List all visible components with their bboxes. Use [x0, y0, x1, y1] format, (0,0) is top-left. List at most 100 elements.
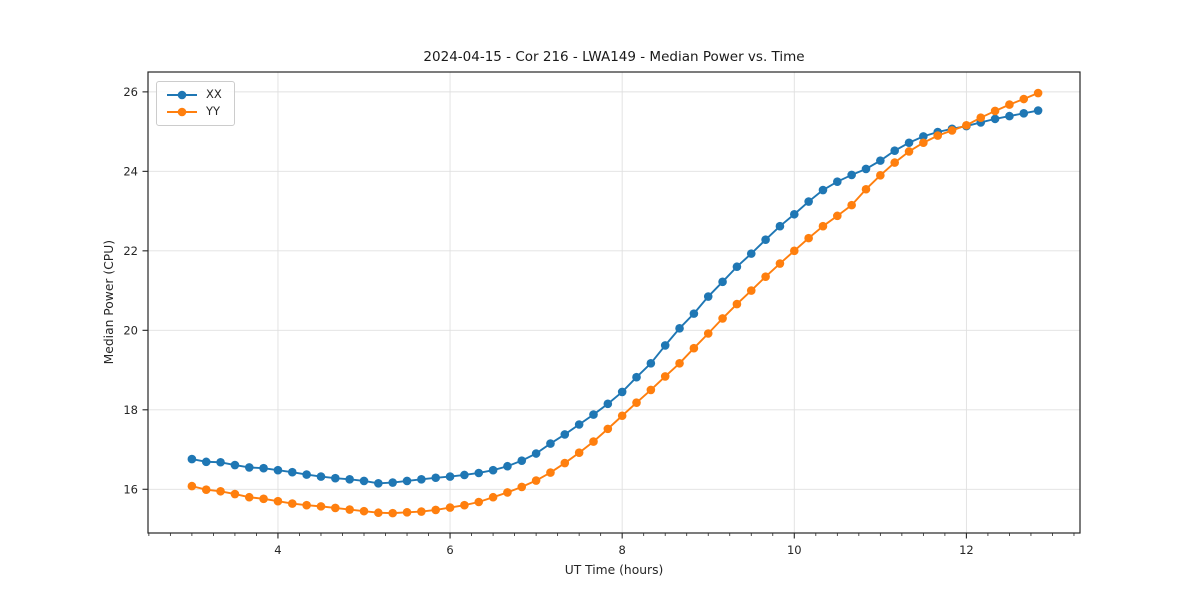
data-point-yy: [316, 502, 326, 511]
data-point-yy: [990, 106, 1000, 116]
data-point-xx: [460, 470, 469, 480]
data-point-yy: [417, 507, 426, 516]
data-point-xx: [359, 476, 369, 486]
data-point-yy: [1005, 100, 1014, 109]
data-point-xx: [732, 262, 742, 272]
data-point-yy: [703, 329, 713, 338]
data-point-yy: [646, 385, 656, 395]
data-point-xx: [374, 479, 383, 488]
data-point-xx: [890, 146, 899, 155]
data-point-yy: [431, 505, 441, 515]
data-point-yy: [345, 505, 354, 514]
data-point-xx: [431, 473, 441, 483]
data-point-yy: [904, 147, 914, 156]
data-point-yy: [287, 499, 297, 508]
data-point-xx: [331, 473, 340, 483]
data-point-xx: [703, 292, 713, 301]
legend-label-xx: XX: [206, 87, 222, 102]
x-axis-label: UT Time (hours): [564, 563, 664, 577]
data-point-yy: [660, 372, 670, 381]
data-point-yy: [216, 486, 225, 496]
x-tick-label: 10: [787, 543, 802, 557]
data-point-yy: [861, 184, 871, 194]
data-point-yy: [244, 492, 254, 502]
data-point-yy: [689, 343, 699, 353]
data-point-yy: [947, 126, 957, 135]
data-point-xx: [316, 472, 326, 481]
data-point-xx: [517, 456, 527, 465]
x-tick-label: 4: [274, 543, 281, 557]
plot-border: [147, 71, 1081, 534]
data-point-xx: [761, 235, 770, 245]
data-point-yy: [187, 481, 197, 491]
data-point-yy: [632, 398, 641, 407]
data-point-xx: [230, 460, 240, 470]
data-point-xx: [388, 478, 397, 487]
data-point-yy: [1019, 94, 1029, 104]
data-point-xx: [718, 277, 727, 287]
data-point-xx: [876, 156, 885, 165]
data-point-yy: [933, 131, 943, 140]
data-point-yy: [890, 158, 899, 167]
data-point-yy: [474, 497, 484, 507]
data-point-xx: [302, 470, 311, 479]
data-point-xx: [833, 177, 842, 186]
data-point-yy: [388, 508, 397, 518]
data-point-xx: [546, 439, 555, 448]
y-tick-label: 16: [123, 482, 138, 496]
data-point-xx: [503, 461, 512, 471]
data-point-yy: [847, 200, 856, 210]
x-tick-label: 12: [959, 543, 974, 557]
data-point-xx: [847, 170, 856, 180]
data-point-xx: [287, 467, 297, 477]
y-axis-label: Median Power (CPU): [102, 240, 116, 365]
data-point-xx: [919, 132, 928, 141]
data-point-xx: [804, 197, 813, 206]
data-point-yy: [359, 506, 369, 516]
data-point-xx: [259, 463, 268, 473]
data-point-yy: [617, 411, 627, 421]
data-point-yy: [546, 468, 555, 477]
data-point-xx: [402, 476, 412, 486]
data-point-xx: [617, 387, 627, 397]
data-point-yy: [445, 503, 455, 512]
data-point-yy: [460, 500, 469, 510]
data-point-xx: [1019, 109, 1029, 118]
data-point-yy: [833, 211, 842, 221]
data-point-xx: [775, 221, 785, 231]
data-point-xx: [1005, 111, 1014, 121]
data-point-xx: [746, 249, 756, 258]
data-point-xx: [646, 359, 656, 368]
data-point-yy: [818, 221, 828, 231]
data-point-yy: [273, 496, 283, 506]
data-point-xx: [201, 457, 211, 467]
data-point-xx: [789, 209, 799, 219]
data-point-yy: [230, 489, 240, 499]
data-point-xx: [990, 114, 1000, 124]
x-tick-label: 6: [446, 543, 453, 557]
y-tick-label: 18: [123, 403, 138, 417]
data-point-xx: [632, 372, 641, 382]
data-point-yy: [789, 246, 799, 256]
data-point-yy: [402, 508, 412, 517]
data-point-xx: [861, 164, 871, 174]
data-point-xx: [474, 468, 484, 478]
data-point-yy: [732, 299, 742, 309]
data-point-xx: [216, 457, 225, 467]
data-point-xx: [488, 465, 498, 475]
data-point-xx: [603, 399, 613, 409]
data-point-xx: [531, 449, 541, 458]
data-point-yy: [560, 458, 570, 468]
data-point-xx: [904, 138, 914, 148]
data-point-yy: [603, 424, 613, 434]
legend-item-xx: XX: [166, 89, 222, 101]
data-point-xx: [345, 475, 354, 484]
data-point-yy: [804, 233, 813, 243]
y-tick-label: 20: [123, 323, 138, 337]
data-point-xx: [660, 341, 670, 350]
data-point-yy: [976, 113, 986, 122]
chart-title: 2024-04-15 - Cor 216 - LWA149 - Median P…: [423, 49, 805, 65]
data-point-yy: [517, 482, 527, 492]
